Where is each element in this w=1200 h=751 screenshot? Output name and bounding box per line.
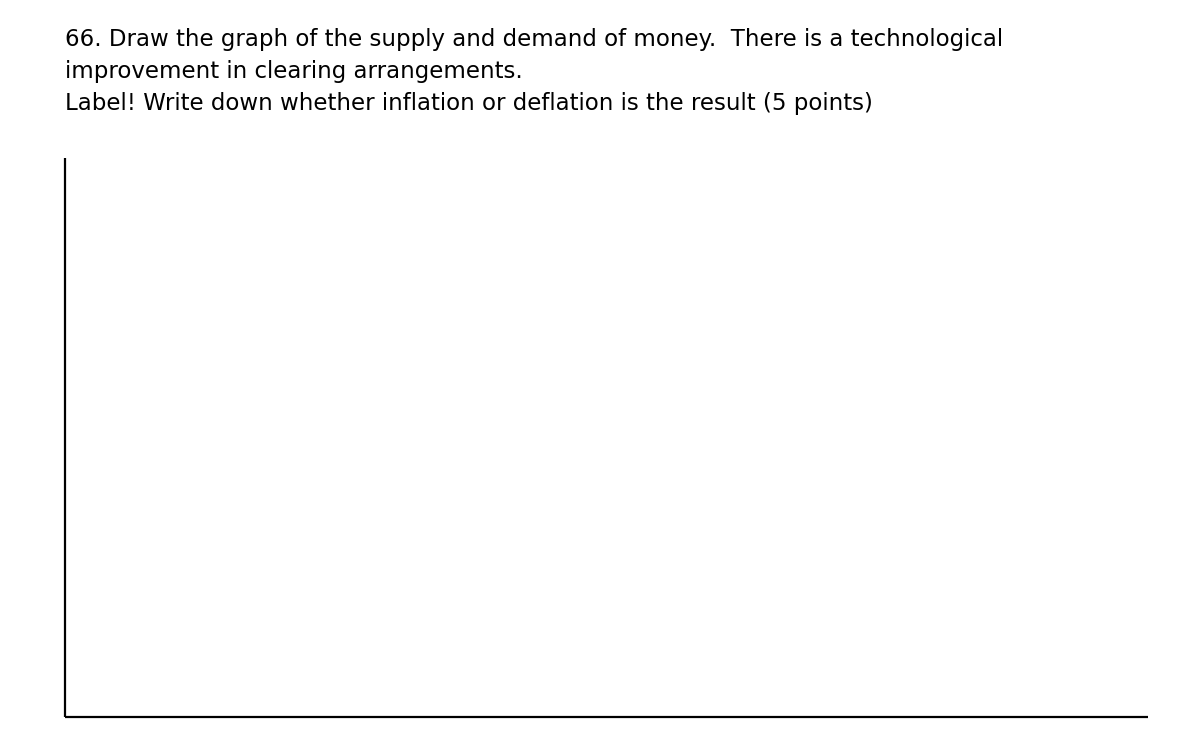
Text: improvement in clearing arrangements.: improvement in clearing arrangements. [65,60,523,83]
Text: Label! Write down whether inflation or deflation is the result (5 points): Label! Write down whether inflation or d… [65,92,872,115]
Text: 66. Draw the graph of the supply and demand of money.  There is a technological: 66. Draw the graph of the supply and dem… [65,28,1003,51]
